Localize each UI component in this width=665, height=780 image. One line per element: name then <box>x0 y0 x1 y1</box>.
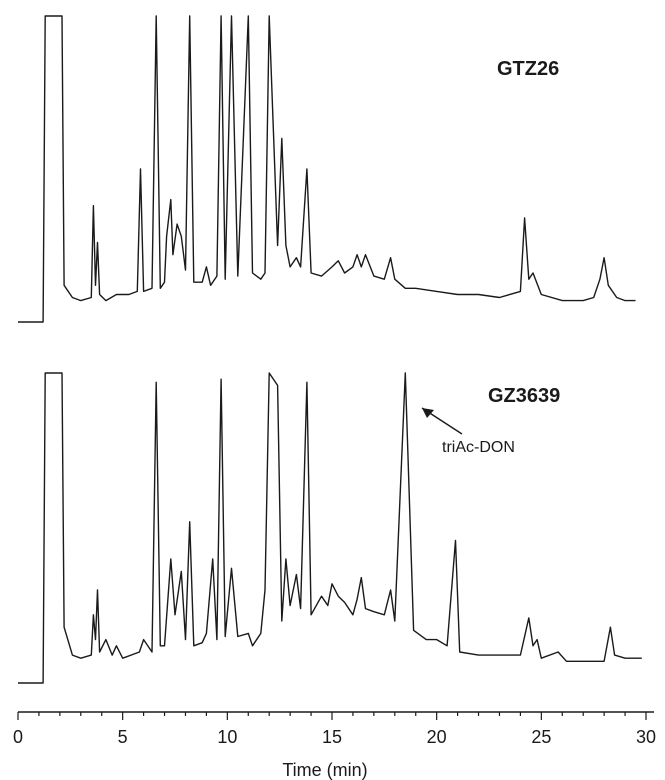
x-tick-label: 0 <box>13 727 23 747</box>
trace-gz3639: GZ3639 <box>18 372 642 684</box>
x-tick-label: 10 <box>217 727 237 747</box>
series-line-gtz26 <box>18 15 636 323</box>
x-tick-label: 5 <box>118 727 128 747</box>
x-axis: 0 5 10 15 20 25 30 Time (min) <box>13 711 656 780</box>
annotation-label: triAc-DON <box>442 439 515 456</box>
annotation-arrowhead <box>422 408 434 418</box>
peak-annotation: triAc-DON <box>421 407 515 456</box>
trace-gtz26: GTZ26 <box>18 15 636 323</box>
x-tick-label: 15 <box>322 727 342 747</box>
series-label-gz3639: GZ3639 <box>488 385 560 407</box>
x-tick-label: 30 <box>636 727 656 747</box>
x-axis-title: Time (min) <box>282 760 367 780</box>
x-tick-label: 20 <box>427 727 447 747</box>
series-label-gtz26: GTZ26 <box>497 58 559 80</box>
x-axis-ticks: 0 5 10 15 20 25 30 <box>13 712 656 747</box>
series-line-gz3639 <box>18 372 642 684</box>
x-tick-label: 25 <box>531 727 551 747</box>
